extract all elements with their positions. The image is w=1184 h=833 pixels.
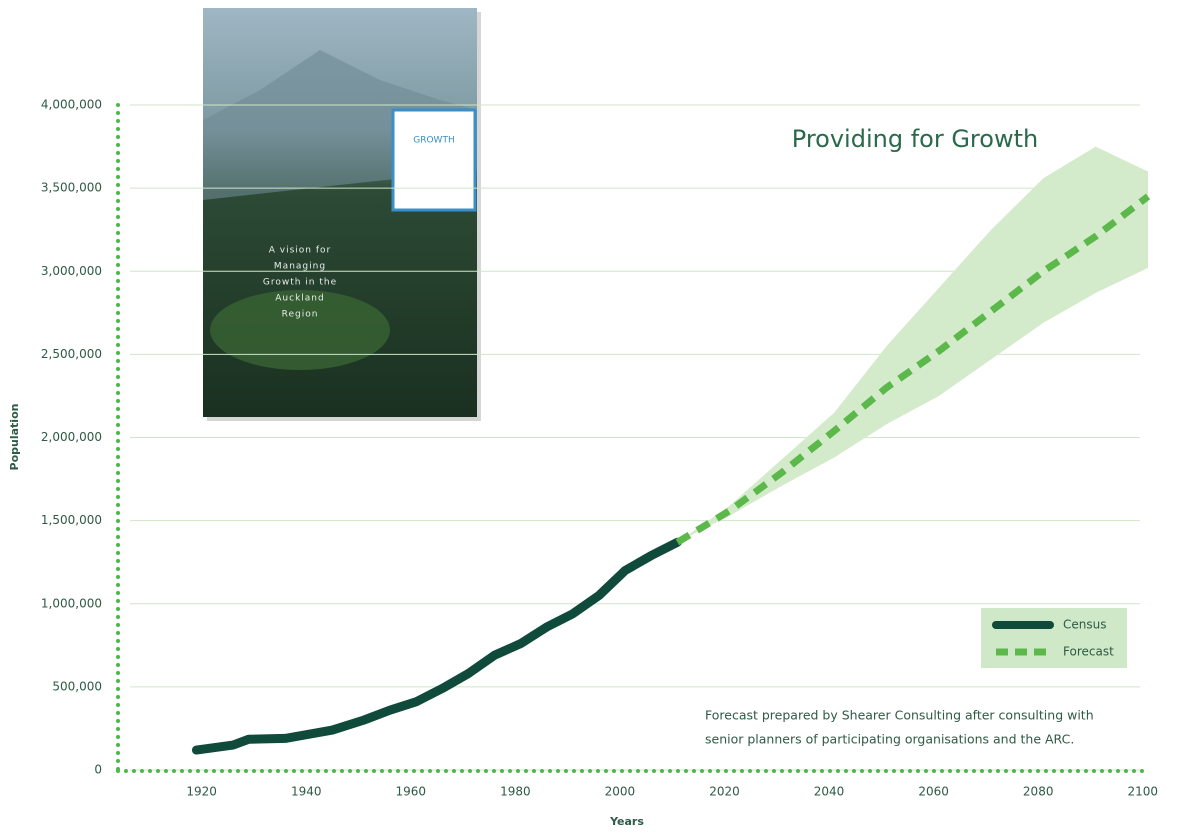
x-tick-label: 2040 (814, 785, 845, 799)
cover-text: Auckland (275, 294, 324, 304)
legend-label: Forecast (1063, 645, 1114, 659)
forecast-band (677, 146, 1148, 543)
y-tick-label: 1,500,000 (41, 513, 102, 527)
series-line (675, 193, 1151, 546)
series-line (191, 537, 682, 755)
y-tick-label: 0 (94, 763, 102, 777)
legend-label: Census (1063, 618, 1106, 632)
x-tick-label: 1920 (186, 785, 217, 799)
y-axis-label: Population (8, 404, 21, 471)
y-tick-label: 2,500,000 (41, 347, 102, 361)
cover-text: Growth in the (263, 278, 337, 288)
chart-title: Providing for Growth (792, 125, 1038, 153)
note: Forecast prepared by Shearer Consulting … (705, 708, 1094, 723)
x-tick-label: 2000 (605, 785, 636, 799)
x-tick-label: 1980 (500, 785, 531, 799)
y-tick-label: 1,000,000 (41, 596, 102, 610)
x-tick-label: 1960 (396, 785, 427, 799)
legend-box (981, 608, 1127, 668)
y-tick-label: 4,000,000 (41, 98, 102, 112)
y-tick-label: 3,500,000 (41, 181, 102, 195)
x-tick-label: 2100 (1127, 785, 1158, 799)
x-tick-label: 2080 (1023, 785, 1054, 799)
cover-heading: GROWTH (413, 136, 454, 146)
cover-text: Managing (274, 262, 326, 272)
cover-text: A vision for (269, 246, 331, 256)
y-tick-label: 2,000,000 (41, 430, 102, 444)
x-axis-label: Years (609, 815, 644, 828)
y-tick-label: 3,000,000 (41, 264, 102, 278)
cover-image: GROWTH A vision for Managing Growth in the… (203, 8, 481, 421)
y-tick-label: 500,000 (52, 679, 102, 693)
note: senior planners of participating organis… (705, 732, 1074, 747)
x-tick-label: 1940 (291, 785, 322, 799)
cover-text: Region (282, 310, 319, 320)
x-tick-label: 2020 (709, 785, 740, 799)
x-tick-label: 2060 (918, 785, 949, 799)
